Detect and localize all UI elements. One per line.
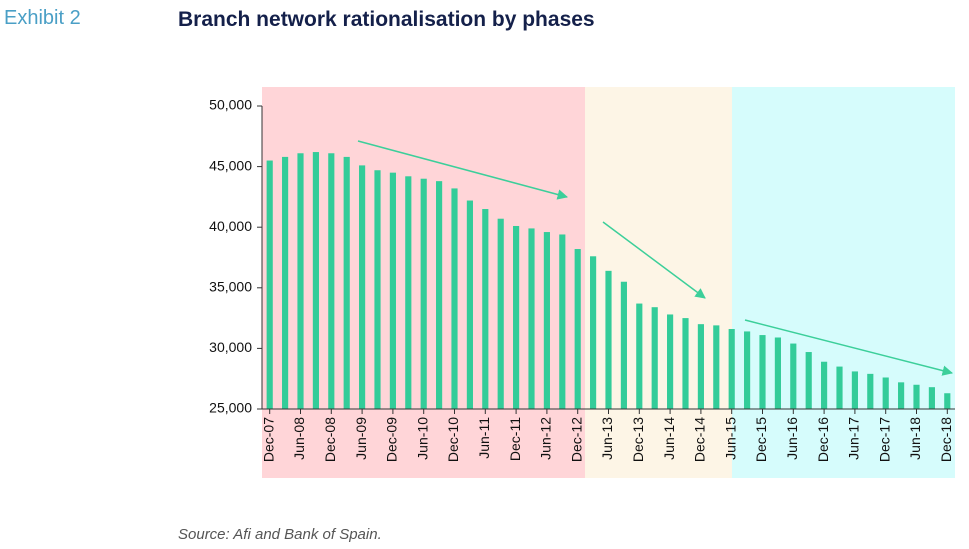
bar	[928, 387, 935, 409]
bar	[867, 373, 874, 409]
bar	[328, 153, 335, 409]
x-tick-label: Dec-14	[692, 417, 708, 462]
y-tick-label: 45,000	[209, 157, 252, 173]
x-tick-label: Dec-18	[938, 417, 954, 462]
x-tick-label: Jun-18	[907, 417, 923, 460]
bar	[667, 314, 674, 409]
x-tick-label: Dec-15	[753, 417, 769, 462]
x-tick-label: Jun-16	[784, 417, 800, 460]
bar	[497, 218, 504, 409]
bar	[297, 153, 304, 409]
trend-arrow	[357, 140, 569, 200]
bar	[728, 329, 735, 409]
x-tick-label: Jun-09	[353, 417, 369, 460]
bar	[821, 361, 828, 409]
bar	[805, 352, 812, 409]
bar	[851, 371, 858, 409]
x-tick-label: Jun-13	[599, 417, 615, 460]
bar	[697, 324, 704, 409]
x-tick-label: Dec-17	[876, 417, 892, 462]
x-tick-label: Jun-12	[538, 417, 554, 460]
bar	[266, 160, 273, 409]
bar	[790, 343, 797, 409]
y-tick-label: 25,000	[209, 400, 252, 416]
phase-3-band	[732, 87, 955, 478]
bar	[574, 249, 581, 409]
bar	[744, 331, 751, 409]
x-tick-label: Dec-08	[322, 417, 338, 462]
trend-arrow	[602, 221, 706, 299]
y-tick-label: 50,000	[209, 97, 252, 113]
bar	[759, 335, 766, 409]
x-tick-label: Dec-11	[507, 417, 523, 461]
bar	[405, 176, 412, 409]
bar	[682, 318, 689, 409]
bar	[636, 303, 643, 409]
x-tick-label: Jun-10	[414, 417, 430, 460]
source-note: Source: Afi and Bank of Spain.	[178, 526, 382, 543]
x-tick-label: Jun-17	[846, 417, 862, 460]
bar	[898, 382, 905, 409]
x-tick-label: Dec-13	[630, 417, 646, 462]
bar	[359, 165, 366, 409]
bar	[913, 384, 920, 409]
x-tick-label: Jun-08	[291, 417, 307, 460]
bar	[713, 325, 720, 409]
y-tick-label: 30,000	[209, 339, 252, 355]
y-tick-label: 35,000	[209, 279, 252, 295]
x-tick-label: Dec-16	[815, 417, 831, 462]
x-tick-label: Dec-07	[260, 417, 276, 462]
bar	[436, 181, 443, 409]
bar	[882, 377, 889, 409]
x-tick-label: Jun-14	[661, 417, 677, 460]
bar	[559, 234, 566, 409]
trend-arrow	[744, 319, 954, 376]
bar	[543, 232, 550, 409]
bar	[343, 156, 350, 409]
bar	[451, 188, 458, 409]
bar	[374, 170, 381, 409]
y-tick-label: 40,000	[209, 218, 252, 234]
bar	[466, 200, 473, 409]
bar	[420, 178, 427, 409]
bar	[513, 225, 520, 409]
bar	[312, 152, 319, 409]
x-tick-label: Dec-09	[384, 417, 400, 462]
bar	[389, 172, 396, 409]
x-tick-label: Jun-11	[476, 417, 492, 459]
bar	[590, 256, 597, 409]
x-tick-label: Jun-15	[722, 417, 738, 460]
x-tick-label: Dec-10	[445, 417, 461, 462]
bar	[282, 156, 289, 409]
bar	[774, 337, 781, 409]
chart-title: Branch network rationalisation by phases	[178, 8, 595, 31]
bar	[944, 393, 951, 409]
x-tick-label: Dec-12	[568, 417, 584, 462]
bar	[651, 307, 658, 409]
bar	[482, 209, 489, 409]
bar	[836, 366, 843, 409]
bar	[528, 228, 535, 409]
bar	[620, 281, 627, 409]
exhibit-label: Exhibit 2	[4, 7, 81, 29]
bar	[605, 270, 612, 409]
